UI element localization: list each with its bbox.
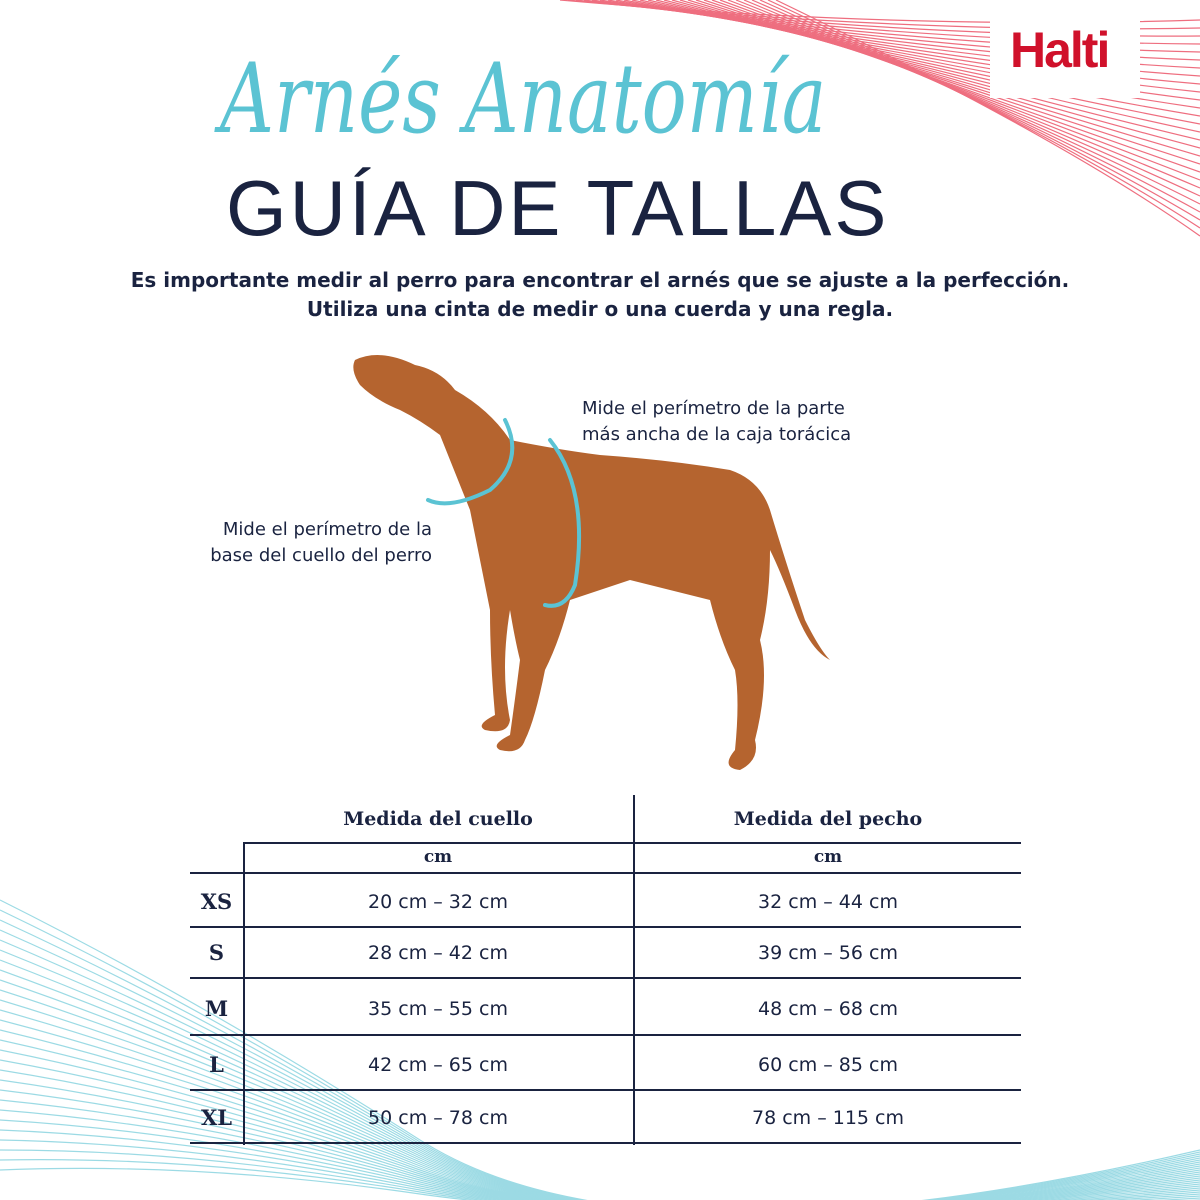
logo-background: [990, 0, 1140, 98]
halti-logo: Halti: [1010, 22, 1110, 78]
chest-range: 32 cm – 44 cm: [758, 891, 898, 913]
unit-neck: cm: [423, 847, 453, 867]
neck-range: 35 cm – 55 cm: [368, 998, 508, 1020]
size-label: S: [208, 940, 225, 965]
column-header-neck: Medida del cuello: [343, 808, 533, 830]
chest-range: 78 cm – 115 cm: [751, 1107, 904, 1129]
neck-range: 42 cm – 65 cm: [368, 1054, 508, 1076]
size-label: XS: [200, 889, 233, 914]
neck-note: Mide el perímetro de la base del cuello …: [210, 519, 432, 566]
size-label: XL: [200, 1105, 233, 1130]
chest-range: 48 cm – 68 cm: [758, 998, 898, 1020]
unit-chest: cm: [813, 847, 843, 867]
size-label: L: [209, 1052, 224, 1077]
neck-range: 20 cm – 32 cm: [368, 891, 508, 913]
neck-measure-arrow: [426, 418, 515, 506]
chest-measure-arrow: [543, 438, 582, 608]
chest-range: 39 cm – 56 cm: [758, 942, 898, 964]
neck-range: 28 cm – 42 cm: [368, 942, 508, 964]
column-header-chest: Medida del pecho: [733, 808, 923, 830]
intro-line-2: Utiliza una cinta de medir o una cuerda …: [306, 297, 894, 321]
dog-illustration: [353, 355, 830, 770]
chest-range: 60 cm – 85 cm: [758, 1054, 898, 1076]
intro-line-1: Es importante medir al perro para encont…: [130, 268, 1070, 292]
page-title: GUÍA DE TALLAS: [226, 164, 890, 252]
size-label: M: [204, 996, 229, 1021]
neck-range: 50 cm – 78 cm: [368, 1107, 508, 1129]
script-title: Arnés Anatomía: [220, 43, 827, 155]
chest-note: Mide el perímetro de la parte más ancha …: [582, 398, 852, 445]
